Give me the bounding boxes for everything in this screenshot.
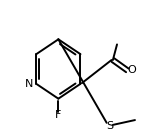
- Text: S: S: [106, 121, 113, 131]
- Text: N: N: [25, 79, 34, 89]
- Text: F: F: [55, 110, 62, 120]
- Text: O: O: [127, 65, 136, 75]
